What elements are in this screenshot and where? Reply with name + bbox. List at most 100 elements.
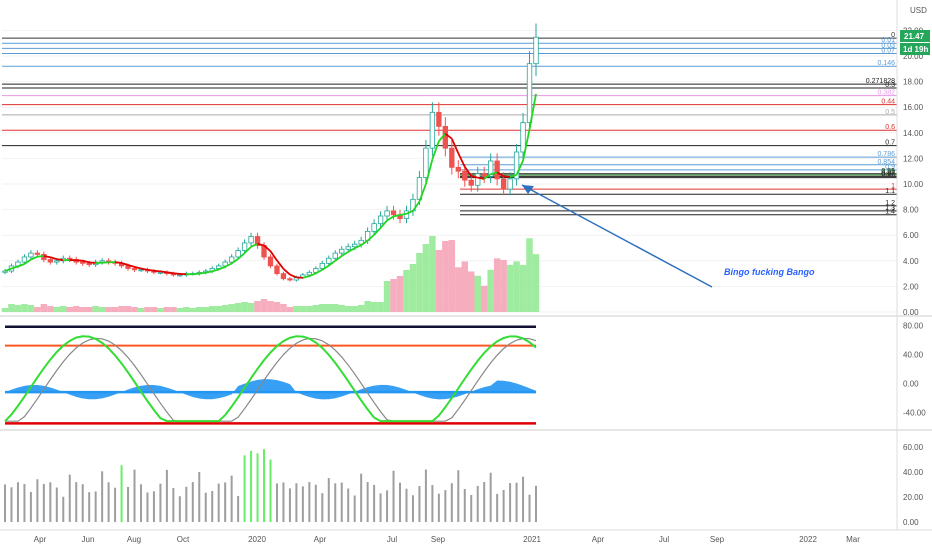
volume-bar xyxy=(112,307,118,312)
histogram-bar xyxy=(522,477,524,522)
hist-tick-label: 20.00 xyxy=(903,493,924,502)
histogram-bar xyxy=(282,482,284,522)
candle-body xyxy=(456,167,461,171)
ma-segment xyxy=(37,256,43,257)
volume-bar xyxy=(144,307,150,312)
histogram-bar xyxy=(444,490,446,522)
histogram-bar xyxy=(315,485,317,522)
volume-bar xyxy=(190,308,196,312)
histogram-bar xyxy=(412,495,414,522)
volume-bar xyxy=(377,302,383,312)
volume-bar xyxy=(261,299,267,312)
histogram-bar xyxy=(509,483,511,522)
oscillator-pane[interactable] xyxy=(5,327,536,424)
volume-bar xyxy=(513,261,519,312)
volume-bar xyxy=(157,308,163,312)
histogram-bar xyxy=(101,471,103,522)
histogram-bar xyxy=(367,482,369,522)
time-tick-label: Apr xyxy=(592,535,605,544)
time-tick-label: Apr xyxy=(314,535,327,544)
ma-segment xyxy=(76,260,82,261)
price-tick-label: 14.00 xyxy=(903,129,924,138)
osc-tick-label: -40.00 xyxy=(903,408,926,417)
ma-segment xyxy=(193,274,199,275)
price-tick-label: 6.00 xyxy=(903,231,919,240)
histogram-bar xyxy=(257,453,259,522)
price-tick-label: 8.00 xyxy=(903,206,919,215)
histogram-bar xyxy=(43,484,45,522)
candle-body xyxy=(55,261,60,262)
volume-bar xyxy=(86,307,92,312)
volume-bar xyxy=(60,306,66,312)
volume-bar xyxy=(41,304,47,312)
candle-body xyxy=(372,224,377,232)
histogram-bar xyxy=(483,482,485,522)
ma-segment xyxy=(478,178,484,179)
ma-segment xyxy=(394,215,400,216)
histogram-bar xyxy=(95,492,97,522)
time-tick-label: Jul xyxy=(659,535,669,544)
histogram-bar xyxy=(347,489,349,522)
candle-body xyxy=(22,257,27,262)
volume-bar xyxy=(209,306,215,312)
histogram-bar xyxy=(166,470,168,522)
volume-bar xyxy=(436,250,442,312)
histogram-bar xyxy=(17,482,19,522)
ma-segment xyxy=(115,262,121,263)
volume-bar xyxy=(468,271,474,312)
histogram-bar xyxy=(244,455,246,522)
histogram-bar xyxy=(75,482,77,522)
fib-level-label: 0.98 xyxy=(881,172,895,179)
ma-segment xyxy=(167,272,173,273)
oscillator-area xyxy=(5,379,536,399)
histogram-bar xyxy=(4,485,6,523)
histogram-bar xyxy=(295,483,297,522)
histogram-bar xyxy=(405,489,407,522)
volume-bar xyxy=(293,306,299,312)
volume-bar xyxy=(351,306,357,312)
volume-bar xyxy=(79,307,85,312)
volume-bar xyxy=(520,265,526,312)
candle-body xyxy=(339,249,344,253)
ma-segment xyxy=(160,271,166,272)
volume-bar xyxy=(151,307,157,312)
histogram-pane[interactable] xyxy=(4,449,537,522)
histogram-bar xyxy=(373,485,375,522)
histogram-bar xyxy=(360,474,362,522)
volume-bar xyxy=(267,301,273,312)
histogram-bar xyxy=(23,484,25,522)
histogram-bar xyxy=(198,472,200,522)
volume-bar xyxy=(416,253,422,312)
volume-bar xyxy=(455,267,461,312)
volume-bar xyxy=(138,308,144,312)
histogram-bar xyxy=(134,470,136,522)
candle-body xyxy=(391,211,396,215)
histogram-bar xyxy=(69,475,71,522)
time-tick-label: Apr xyxy=(34,535,47,544)
ma-segment xyxy=(141,268,147,269)
histogram-bar xyxy=(535,486,537,522)
volume-bar xyxy=(345,306,351,312)
last-price-text: 21.47 xyxy=(904,32,925,41)
candle-body xyxy=(87,263,92,264)
volume-bar xyxy=(487,270,493,312)
fib-level-label: 0.382 xyxy=(877,90,895,97)
fib-level-label: 0.786 xyxy=(877,151,895,158)
volume-bar xyxy=(170,307,176,312)
histogram-bar xyxy=(302,486,304,522)
volume-bar xyxy=(215,306,221,312)
candle-body xyxy=(437,112,442,126)
annotation-text[interactable]: Bingo fucking Bango xyxy=(724,267,815,277)
volume-bar xyxy=(338,305,344,312)
histogram-bar xyxy=(425,470,427,522)
candle-body xyxy=(139,270,144,271)
ma-segment xyxy=(154,271,160,272)
histogram-bar xyxy=(114,488,116,522)
histogram-bar xyxy=(121,465,123,522)
ma-segment xyxy=(206,271,212,272)
ma-segment xyxy=(50,257,56,259)
fib-level-label: 0.07 xyxy=(881,47,895,54)
candle-body xyxy=(450,148,455,167)
volume-bar xyxy=(384,281,390,312)
